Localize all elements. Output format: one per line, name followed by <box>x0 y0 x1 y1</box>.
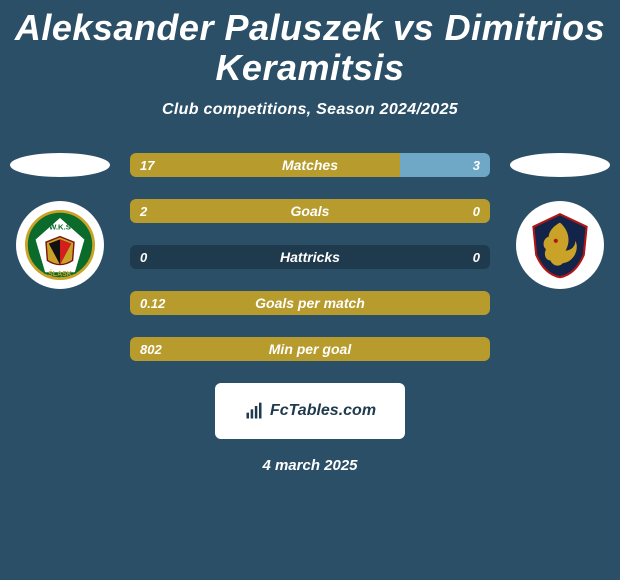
stat-value-left: 2 <box>130 199 157 223</box>
comparison-infographic: Aleksander Paluszek vs Dimitrios Keramit… <box>0 0 620 580</box>
comparison-area: W.K.S ŚLĄSK 173Matches20Goals00Hattricks… <box>0 153 620 361</box>
stat-row: 0 0Hattricks <box>130 245 490 269</box>
stat-row: 20Goals <box>130 199 490 223</box>
stat-label: Hattricks <box>130 245 490 269</box>
stat-value-right <box>470 337 490 361</box>
stat-value-left: 0.12 <box>130 291 175 315</box>
bar-chart-icon <box>244 401 264 421</box>
club-badge-right <box>516 201 604 289</box>
stat-bar-left <box>130 199 490 223</box>
stat-value-right: 0 <box>463 199 490 223</box>
club-badge-left: W.K.S ŚLĄSK <box>16 201 104 289</box>
player-photo-right <box>510 153 610 177</box>
stat-row: 173Matches <box>130 153 490 177</box>
attribution-badge: FcTables.com <box>215 383 405 439</box>
page-title: Aleksander Paluszek vs Dimitrios Keramit… <box>0 8 620 87</box>
stat-row: 0.12Goals per match <box>130 291 490 315</box>
attribution-text: FcTables.com <box>270 402 376 420</box>
slask-wroclaw-crest-icon: W.K.S ŚLĄSK <box>25 210 95 280</box>
stat-value-right <box>470 291 490 315</box>
svg-text:W.K.S: W.K.S <box>49 223 71 232</box>
stat-bars: 173Matches20Goals00Hattricks0.12Goals pe… <box>130 153 490 361</box>
subtitle: Club competitions, Season 2024/2025 <box>0 101 620 119</box>
stat-value-right: 0 <box>463 245 490 269</box>
stat-value-left: 0 <box>130 245 157 269</box>
stat-bar-left <box>130 337 490 361</box>
stat-bar-left <box>130 291 490 315</box>
stat-row: 802Min per goal <box>130 337 490 361</box>
stat-value-left: 17 <box>130 153 164 177</box>
stat-value-right: 3 <box>463 153 490 177</box>
stat-value-left: 802 <box>130 337 172 361</box>
stat-bar-left <box>130 153 400 177</box>
pogon-szczecin-crest-icon <box>525 210 595 280</box>
date-label: 4 march 2025 <box>0 457 620 474</box>
player-photo-left <box>10 153 110 177</box>
svg-text:ŚLĄSK: ŚLĄSK <box>48 269 72 278</box>
